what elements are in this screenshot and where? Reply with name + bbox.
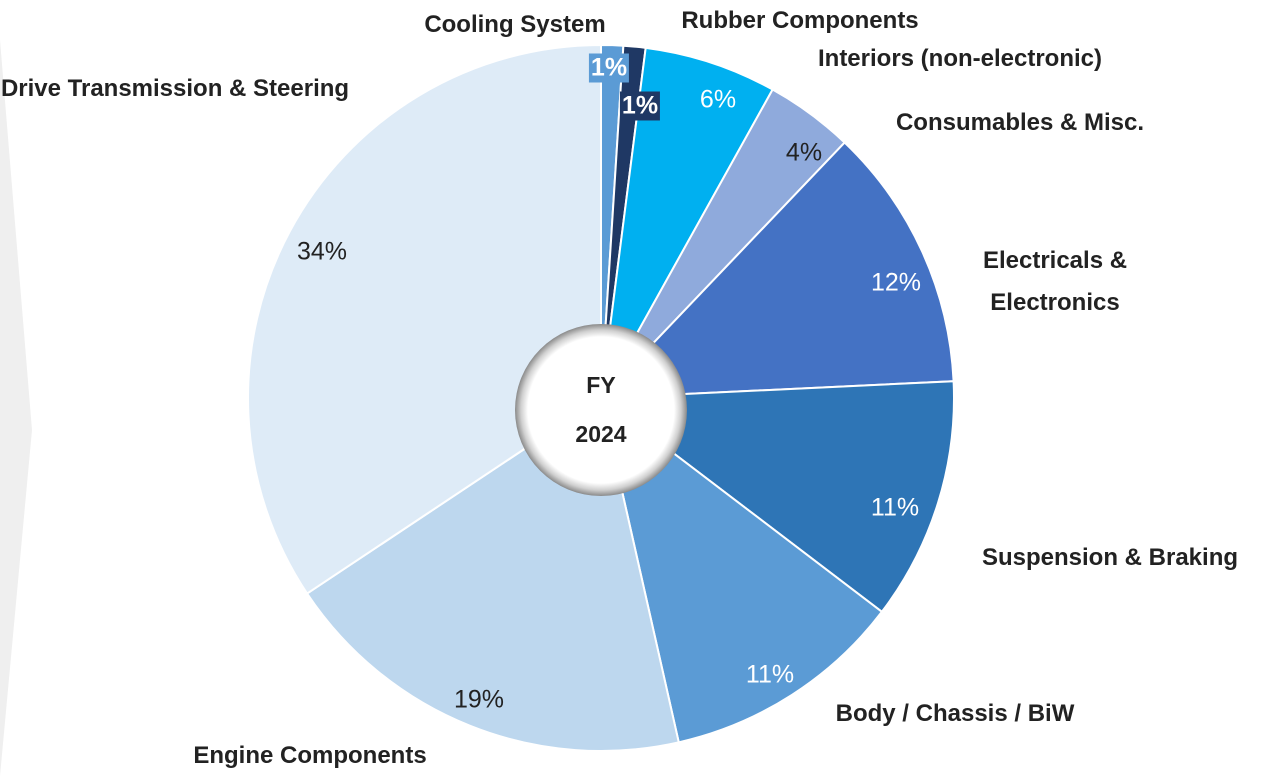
category-label: Consumables & Misc. [895,109,1145,136]
value-label: 1% [588,53,630,83]
side-arrow [0,40,32,776]
slice [598,141,955,400]
slice [247,43,602,595]
value-label: 12% [870,268,922,297]
category-label: Cooling System [424,11,606,38]
value-label: 4% [785,138,823,167]
center-label: FY [586,372,615,398]
category-label: Electricals & Electronics [982,247,1128,316]
center-label: 2024 [575,421,626,447]
value-label: 6% [699,85,737,114]
value-label: 11% [870,493,920,522]
value-label: 11% [745,660,795,689]
center-circle [515,324,687,496]
value-label: 34% [296,237,348,266]
category-label: Drive Transmission & Steering [0,75,350,102]
slice [600,46,774,399]
slice [599,395,884,744]
value-label: 1% [619,91,661,121]
slice [598,380,955,614]
value-label: 19% [453,685,505,714]
category-label: Engine Components [193,742,427,769]
category-label: Body / Chassis / BiW [835,700,1075,727]
category-label: Rubber Components [681,7,919,34]
category-label: Suspension & Braking [981,544,1239,571]
category-label: Interiors (non-electronic) [817,45,1103,72]
